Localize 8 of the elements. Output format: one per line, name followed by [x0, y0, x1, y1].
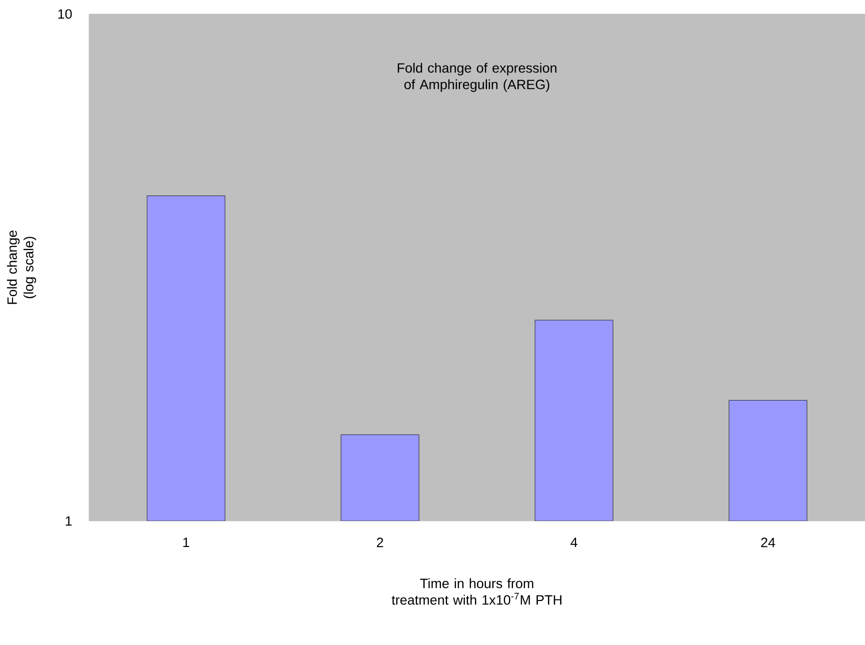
text: Fold change of expression of Amphiregulin (AREG) [398, 62, 556, 92]
x-axis-title: Time in hours from treatment with 1x10$^{-7}$M PTH [392, 578, 562, 605]
x-tick-label: 24 [761, 538, 776, 548]
x-tick-label: 1 [183, 538, 190, 547]
x-tick-label: 2 [376, 538, 384, 548]
y-tick-label: 10 [58, 9, 72, 19]
x-tick-label: 4 [570, 538, 578, 547]
y-axis-title: Fold change (log scale) [7, 230, 36, 304]
